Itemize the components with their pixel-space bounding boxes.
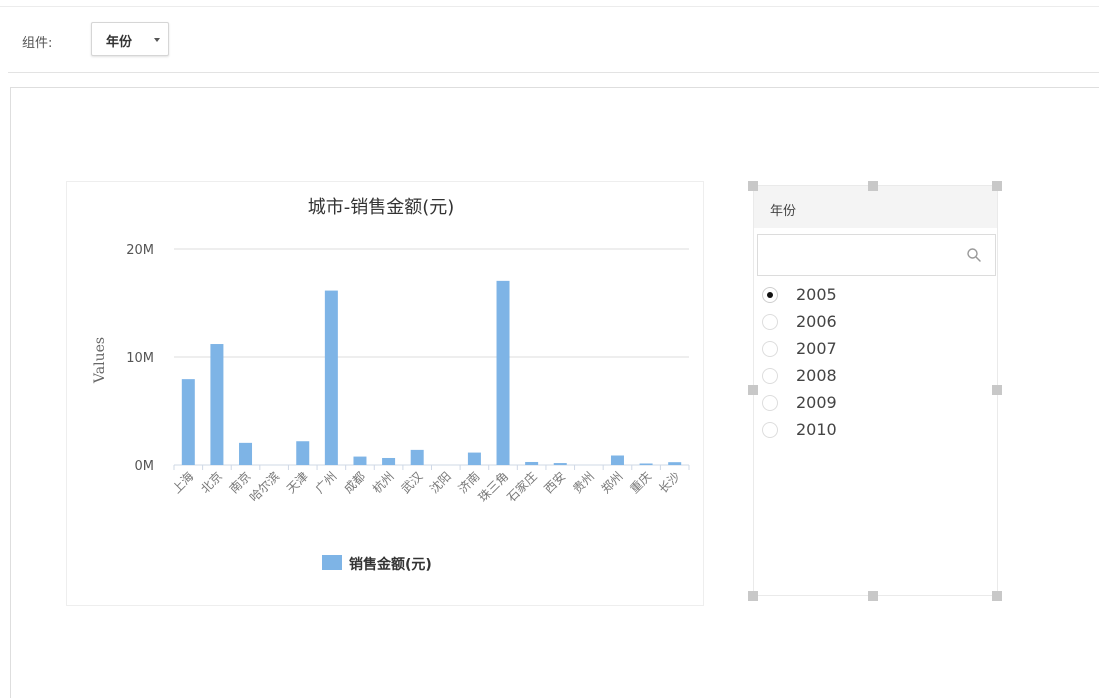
resize-handle-top-left[interactable] [748,181,758,191]
year-option-2007[interactable]: 2007 [762,338,962,362]
x-tick-label: 武汉 [398,469,425,496]
chart-legend[interactable]: 销售金额(元) [322,555,432,573]
year-option-label: 2007 [796,339,837,358]
x-tick-label: 沈阳 [426,469,454,497]
radio-unchecked-icon[interactable] [762,314,778,330]
x-tick-label: 杭州 [369,469,397,497]
bar[interactable] [553,463,567,465]
x-tick-label: 北京 [198,469,225,496]
bar[interactable] [639,463,653,465]
resize-handle-bottom-right[interactable] [992,591,1002,601]
year-option-2008[interactable]: 2008 [762,365,962,389]
radio-checked-icon[interactable] [762,287,778,303]
resize-handle-left[interactable] [748,385,758,395]
year-filter-header: 年份 [754,186,997,228]
year-option-2006[interactable]: 2006 [762,311,962,335]
bar[interactable] [467,452,481,465]
x-tick-label: 成都 [341,469,368,496]
radio-unchecked-icon[interactable] [762,368,778,384]
year-filter-title: 年份 [770,204,797,219]
bar[interactable] [353,456,367,465]
year-option-2005[interactable]: 2005 [762,284,962,308]
year-search-input[interactable] [764,243,958,267]
year-option-label: 2009 [796,393,837,412]
bar[interactable] [324,290,338,465]
year-option-label: 2008 [796,366,837,385]
bar[interactable] [525,461,539,465]
chart-title: 城市-销售金额(元) [308,197,455,218]
search-icon[interactable] [966,247,982,263]
bar[interactable] [210,344,224,465]
resize-handle-right[interactable] [992,385,1002,395]
y-tick-label: 0M [135,459,155,474]
bar[interactable] [382,457,396,465]
resize-handle-top[interactable] [868,181,878,191]
chevron-down-icon [154,38,160,42]
bar[interactable] [410,449,424,465]
x-tick-label: 郑州 [598,469,626,497]
bar[interactable] [181,379,195,465]
resize-handle-bottom[interactable] [868,591,878,601]
chart-bars [181,280,682,465]
resize-handle-top-right[interactable] [992,181,1002,191]
radio-unchecked-icon[interactable] [762,422,778,438]
x-tick-label: 重庆 [627,469,654,496]
bar-chart-card: 城市-销售金额(元) Values 0M 10M 20M 上海 北京 南京 哈尔滨 天津 广州… [66,181,704,606]
x-tick-label: 西安 [541,469,569,497]
year-search-box[interactable] [757,234,996,276]
bar[interactable] [610,455,624,465]
x-tick-label: 贵州 [570,469,597,496]
x-tick-label: 哈尔滨 [246,469,282,505]
bar[interactable] [296,441,310,465]
radio-unchecked-icon[interactable] [762,341,778,357]
x-tick-label: 广州 [313,469,340,496]
bar[interactable] [239,442,253,465]
chart-gridlines [174,248,689,466]
year-option-label: 2006 [796,312,837,331]
year-option-label: 2010 [796,420,837,439]
x-tick-label: 石家庄 [504,469,540,505]
legend-label: 销售金额(元) [349,556,432,573]
year-option-2010[interactable]: 2010 [762,419,962,443]
y-axis-ticks: 0M 10M 20M [126,243,154,474]
component-label: 组件: [22,36,53,51]
x-tick-label: 天津 [284,469,311,496]
bar[interactable] [668,462,682,465]
bar[interactable] [496,280,510,465]
y-tick-label: 10M [126,351,154,366]
x-tick-label: 长沙 [656,469,683,496]
toolbar-top-divider [0,6,1099,7]
y-tick-label: 20M [126,243,154,258]
x-tick-label: 珠三角 [476,469,511,504]
component-select-value: 年份 [106,35,133,50]
legend-swatch [322,555,342,570]
resize-handle-bottom-left[interactable] [748,591,758,601]
year-filter-panel: 年份 2005 2006 2007 2008 2009 [753,185,998,596]
x-tick-label: 上海 [169,469,197,497]
toolbar-bottom-divider [8,72,1099,73]
y-axis-label: Values [92,337,108,384]
radio-unchecked-icon[interactable] [762,395,778,411]
component-select[interactable]: 年份 [91,22,169,56]
year-option-label: 2005 [796,285,837,304]
year-option-2009[interactable]: 2009 [762,392,962,416]
component-toolbar: 组件: 年份 [0,0,1099,78]
